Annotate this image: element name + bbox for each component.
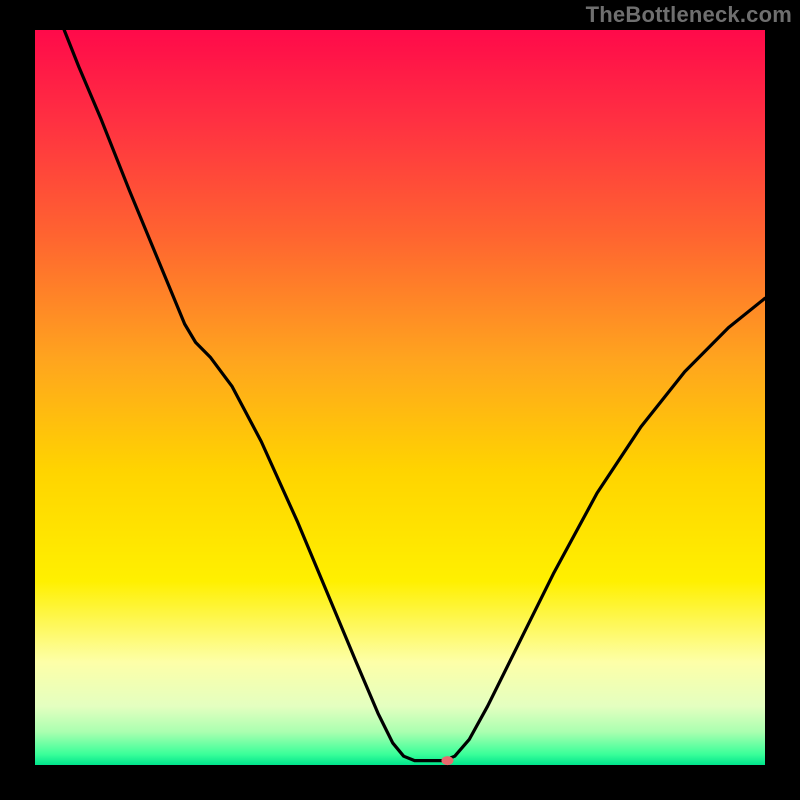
optimum-marker	[441, 756, 453, 765]
watermark-label: TheBottleneck.com	[586, 2, 792, 28]
plot-gradient	[35, 30, 765, 765]
chart-svg	[0, 0, 800, 800]
chart-container: TheBottleneck.com	[0, 0, 800, 800]
